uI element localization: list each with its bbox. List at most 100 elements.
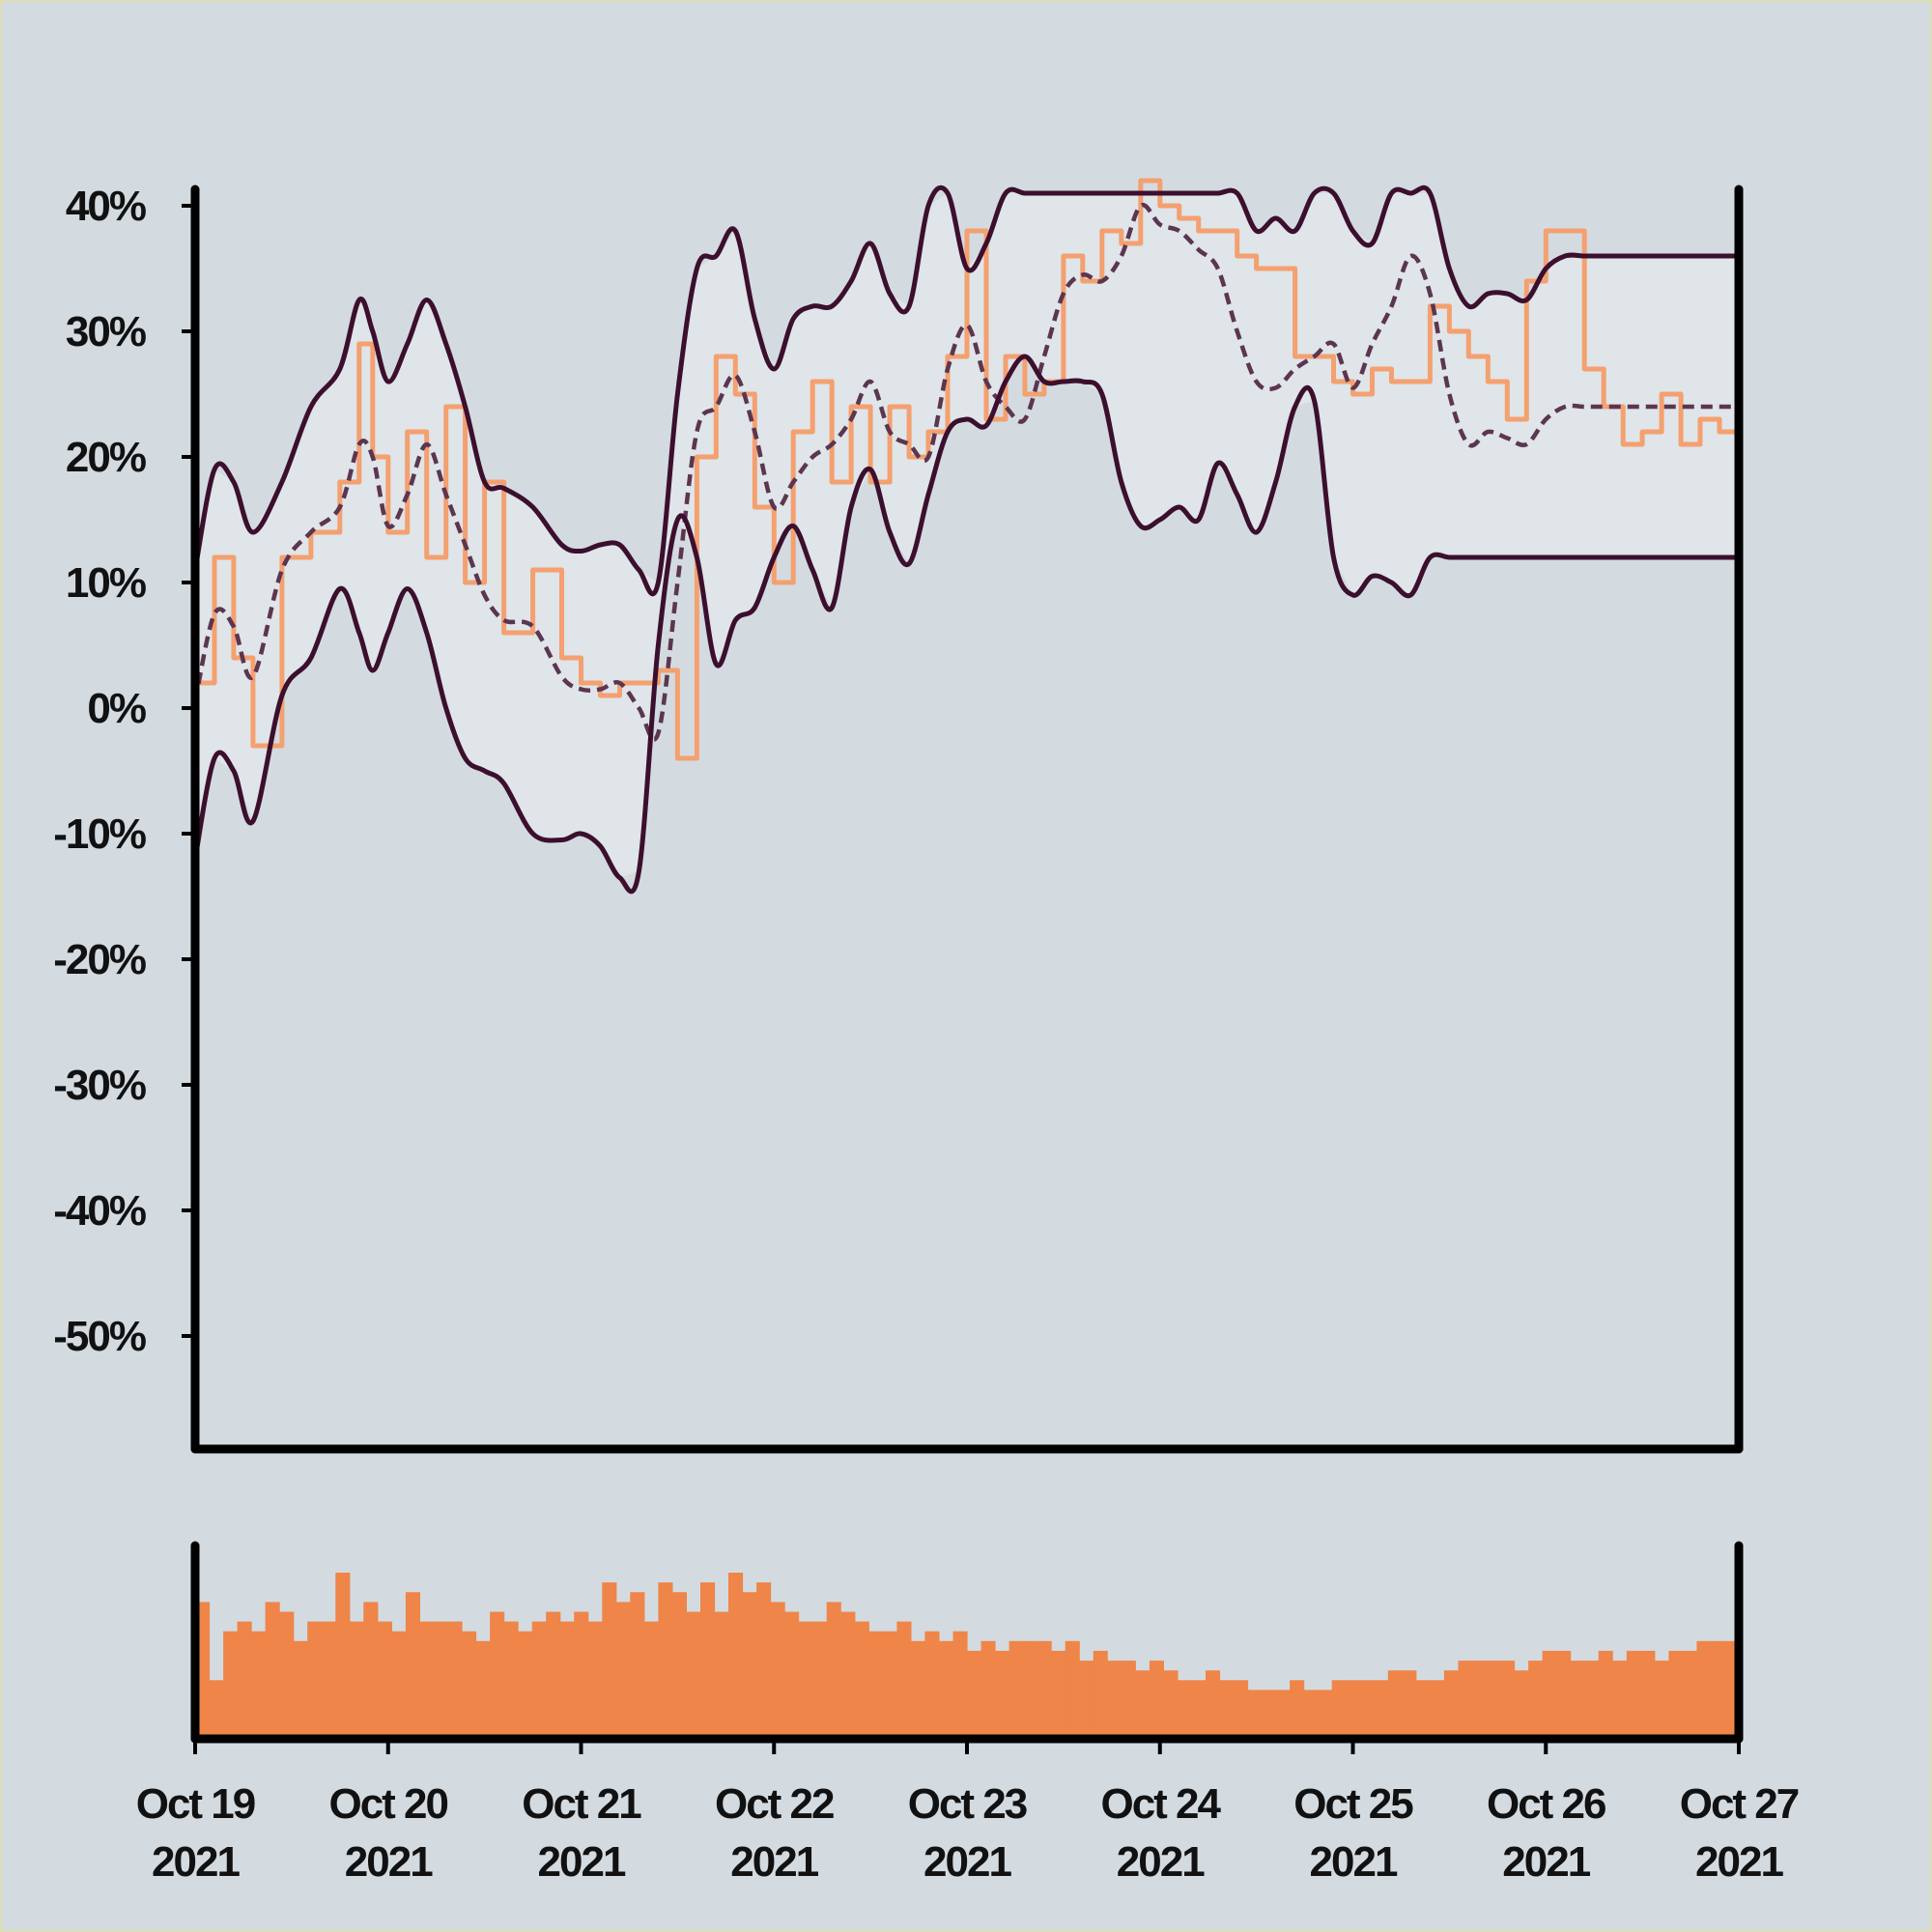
volume-bar <box>490 1611 505 1739</box>
volume-bar <box>882 1631 897 1739</box>
x-tick-label-date: Oct 26 <box>1487 1780 1605 1828</box>
volume-bar <box>279 1611 295 1739</box>
axes <box>190 185 1744 1744</box>
y-tick-label: -10% <box>53 810 146 858</box>
y-tick-label: -30% <box>53 1062 146 1109</box>
volume-bar <box>967 1650 982 1739</box>
volume-bar <box>1135 1670 1151 1739</box>
volume-bar <box>1682 1650 1697 1739</box>
volume-bar <box>1290 1680 1305 1739</box>
volume-bar <box>1079 1661 1094 1739</box>
x-tick-label-date: Oct 21 <box>522 1780 641 1828</box>
volume-bar <box>1037 1640 1052 1739</box>
volume-bar <box>321 1621 336 1739</box>
volume-bar <box>251 1631 267 1739</box>
volume-bar <box>980 1640 996 1739</box>
volume-bar <box>1023 1640 1038 1739</box>
x-tick-label-date: Oct 19 <box>136 1780 255 1828</box>
x-tick-label-year: 2021 <box>1117 1838 1205 1886</box>
volume-bar <box>798 1621 813 1739</box>
x-tick-label-year: 2021 <box>345 1838 433 1886</box>
volume-bar <box>237 1621 252 1739</box>
y-tick-label: 20% <box>66 434 146 481</box>
volume-bar <box>363 1602 379 1739</box>
volume-bar <box>658 1582 673 1739</box>
volume-bar <box>1598 1650 1613 1739</box>
volume-bar <box>209 1680 224 1739</box>
x-tick-label-date: Oct 25 <box>1293 1780 1413 1828</box>
volume-bar <box>714 1611 729 1739</box>
y-tick-label: 10% <box>66 559 146 607</box>
bollinger-band-fill <box>195 193 1739 878</box>
volume-bar <box>1121 1661 1136 1739</box>
volume-bar <box>447 1621 463 1739</box>
volume-bar <box>391 1631 407 1739</box>
volume-bar <box>868 1631 884 1739</box>
volume-bar <box>1556 1650 1572 1739</box>
x-tick-label-year: 2021 <box>538 1838 626 1886</box>
middle-band-line <box>192 202 1739 742</box>
volume-bar <box>587 1621 603 1739</box>
volume-bar <box>784 1611 800 1739</box>
volume-bar <box>1387 1670 1403 1739</box>
volume-bar <box>643 1621 659 1739</box>
upper-band-line <box>192 185 1739 597</box>
volume-bar <box>531 1621 547 1739</box>
series-layer <box>192 178 1742 895</box>
volume-bar <box>1234 1680 1249 1739</box>
volume-bar <box>1542 1650 1557 1739</box>
volume-bar <box>462 1631 477 1739</box>
volume-bar <box>1443 1670 1459 1739</box>
volume-bar <box>503 1621 519 1739</box>
y-tick-label: -40% <box>53 1187 146 1235</box>
volume-bar <box>1093 1650 1108 1739</box>
volume-bar <box>938 1640 953 1739</box>
volume-bar <box>223 1631 239 1739</box>
volume-bar <box>700 1582 716 1739</box>
volume-bar <box>265 1602 280 1739</box>
volume-bar <box>574 1611 589 1739</box>
volume-bar <box>1430 1680 1445 1739</box>
volume-bar <box>1486 1661 1501 1739</box>
volume-bar <box>615 1602 631 1739</box>
x-tick-label-year: 2021 <box>1695 1838 1783 1886</box>
volume-bar <box>686 1611 701 1739</box>
volume-bar <box>896 1621 912 1739</box>
x-tick-label-year: 2021 <box>730 1838 818 1886</box>
x-tick-label-date: Oct 24 <box>1100 1780 1221 1828</box>
y-tick-label: -50% <box>53 1313 146 1360</box>
volume-bar <box>812 1621 828 1739</box>
volume-bar <box>924 1631 940 1739</box>
volume-bar <box>377 1621 392 1739</box>
volume-bar <box>1065 1640 1080 1739</box>
volume-bar <box>1149 1661 1164 1739</box>
x-axis-ticks: Oct 19 2021 Oct 20 2021 Oct 21 2021 Oct 22 2021… <box>136 1739 1801 1886</box>
volume-bar <box>1710 1640 1725 1739</box>
volume-bar <box>1262 1690 1277 1739</box>
volume-bar <box>405 1592 420 1739</box>
volume-bar <box>1458 1661 1473 1739</box>
volume-bar <box>1696 1640 1712 1739</box>
volume-bar <box>1640 1650 1656 1739</box>
volume-bar <box>293 1640 308 1739</box>
y-axis-ticks: 40% 30% 20% 10% 0% -10% -20% -30% -40% -50% <box>53 183 195 1360</box>
volume-bar <box>671 1592 687 1739</box>
volume-bar <box>1163 1670 1179 1739</box>
volume-bar <box>1051 1650 1066 1739</box>
volume-bar <box>1500 1661 1516 1739</box>
volume-bar <box>434 1621 449 1739</box>
volume-bar <box>1206 1670 1221 1739</box>
volume-bar <box>1514 1670 1529 1739</box>
volume-bar <box>602 1582 617 1739</box>
y-tick-label: -20% <box>53 936 146 983</box>
lower-band-line <box>192 354 1739 895</box>
volume-bar <box>546 1611 561 1739</box>
volume-bar <box>1472 1661 1488 1739</box>
volume-bar <box>952 1631 968 1739</box>
volume-bar <box>349 1621 364 1739</box>
y-tick-label: 40% <box>66 183 146 230</box>
volume-bar <box>307 1621 323 1739</box>
volume-bar <box>630 1592 645 1739</box>
volume-bar <box>1177 1680 1192 1739</box>
volume-bar <box>770 1602 785 1739</box>
